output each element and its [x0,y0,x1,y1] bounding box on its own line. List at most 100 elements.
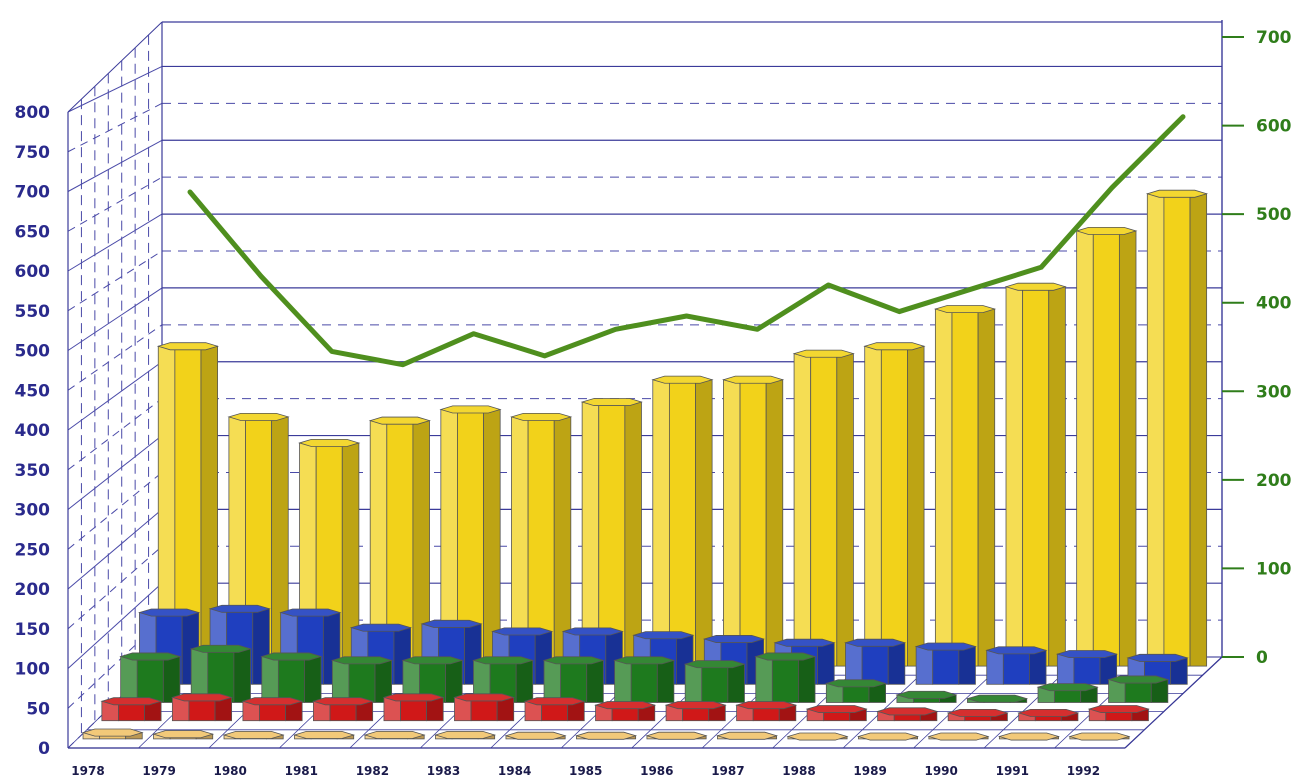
y-right-tick-label: 100 [1256,559,1292,579]
bar [1036,683,1099,703]
side-gridline [67,619,163,709]
y-right-tick-label: 500 [1256,205,1292,225]
bar-cap [491,627,554,636]
bar-cap [152,730,215,739]
bar [542,656,605,703]
y-left-tick-label: 450 [15,381,51,401]
side-gridline [67,361,163,431]
bar-cap [575,731,638,740]
bar-facet [845,642,863,685]
bar [368,416,431,667]
bar [170,693,234,722]
bar [119,652,182,703]
bar [966,694,1029,703]
bar-cap [189,644,252,653]
bar-cap [561,627,624,636]
bar-cap [279,608,342,617]
bar-cap [786,732,849,741]
bar [895,690,958,703]
bar-cap [966,694,1029,703]
bar [844,638,907,685]
bar [683,660,746,703]
bar [824,679,887,703]
bar-facet [934,308,953,667]
bar-cap [1075,226,1138,235]
bar-facet [817,642,835,685]
bar-facet [727,663,745,703]
y-right-tick-label: 200 [1256,471,1292,491]
side-gridline [67,287,163,351]
bar-cap [754,652,817,661]
x-tick-label: 1991 [996,764,1029,778]
bar-cap [439,405,502,414]
bar [716,731,779,740]
bar [857,732,919,741]
bar-facet [1189,193,1208,667]
bar-cap [722,375,785,384]
bar [152,730,215,740]
side-gridline [67,324,163,391]
bar [645,731,708,740]
side-gridline [67,66,163,113]
y-left-tick-label: 100 [15,660,51,680]
bar-facet [581,401,600,667]
bar-facet [1076,230,1094,667]
y-left-tick-label: 0 [38,739,50,759]
bar-facet [810,353,838,667]
x-tick-label: 1990 [924,764,957,778]
bar-facet [120,656,138,703]
bar-facet [483,409,501,667]
bar-facet [1029,649,1047,685]
y-left-tick-label: 800 [15,103,51,123]
bar [985,646,1048,685]
bar [805,705,868,722]
bar-facet [348,659,376,703]
bar-cap [542,656,605,665]
bar-facet [907,345,925,667]
y-left-tick-label: 700 [15,183,51,203]
bar-cap [876,707,939,716]
bar-cap [805,705,868,713]
bar-cap [138,608,201,617]
bars-group [81,189,1209,741]
bar-cap [844,638,907,647]
bar-cap [156,342,219,351]
bar-cap [504,731,567,740]
bar-cap [651,375,714,384]
bar-cap [81,728,144,737]
bar-cap [946,708,1009,717]
bar-cap [241,697,304,706]
bar-cap [914,642,977,651]
bar-facet [723,379,741,667]
y-right-tick-label: 600 [1256,117,1292,137]
bar-facet [798,656,816,703]
side-top-edge [67,21,163,113]
bar-cap [1145,189,1209,198]
bar [997,732,1060,741]
bar-facet [233,648,251,703]
bar [651,375,714,667]
y-left-tick-label: 300 [15,501,51,521]
side-gridline [67,435,163,510]
bar-cap [368,416,431,425]
floor-gridline [1124,656,1223,749]
bar [363,731,426,740]
bar-cap [716,731,779,740]
bar-facet [793,353,812,667]
bar [312,697,375,722]
y-left-tick-label: 600 [15,262,51,282]
y-left-tick-label: 500 [15,342,51,362]
bar-cap [1087,705,1150,713]
bar-cap [453,693,516,702]
bar-cap [895,690,958,699]
bar-cap [434,731,497,739]
bar-cap [472,656,535,665]
bar-cap [927,732,990,741]
bar [434,731,497,740]
bar-facet [668,379,696,667]
side-gridline [67,472,163,550]
bar [330,656,394,703]
bar [863,342,926,667]
bar-cap [580,398,643,406]
bar [786,732,849,741]
